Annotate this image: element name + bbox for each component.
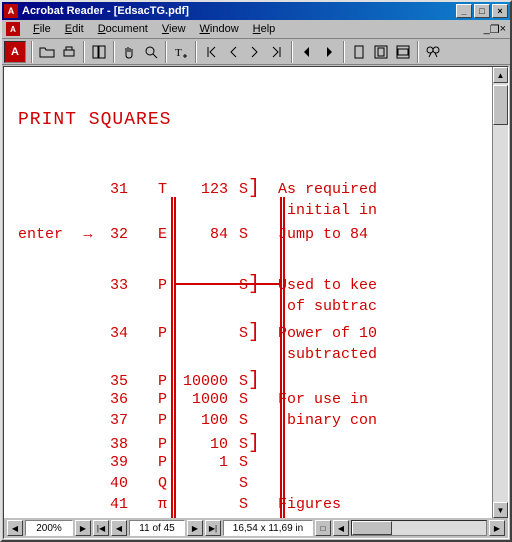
- first-page-button[interactable]: [200, 41, 222, 63]
- page-field[interactable]: 11 of 45: [129, 520, 185, 536]
- vertical-scrollbar[interactable]: ▲ ▼: [492, 67, 508, 518]
- code-row: 37P100S binary con: [18, 413, 484, 434]
- toolbar: A T: [2, 39, 510, 65]
- toolbar-sep: [291, 41, 293, 63]
- hscroll-thumb[interactable]: [352, 521, 392, 535]
- status-next-button[interactable]: ▶: [187, 520, 203, 536]
- menu-view[interactable]: View: [155, 22, 193, 36]
- go-forward-button[interactable]: [318, 41, 340, 63]
- toolbar-sep: [83, 41, 85, 63]
- menu-file[interactable]: File: [26, 22, 58, 36]
- code-row: subtracted: [18, 347, 484, 371]
- zoom-out-button[interactable]: ◀: [7, 520, 23, 536]
- code-row: 34PS]Power of 10: [18, 323, 484, 347]
- menu-window[interactable]: Window: [193, 22, 246, 36]
- scroll-thumb[interactable]: [493, 85, 508, 125]
- vertical-rule: [283, 197, 285, 518]
- pagesize-field: 16,54 x 11,69 in: [223, 520, 313, 536]
- status-prev-button[interactable]: ◀: [111, 520, 127, 536]
- code-row: [18, 251, 484, 275]
- menu-help[interactable]: Help: [246, 22, 283, 36]
- print-button[interactable]: [58, 41, 80, 63]
- code-row: 41πSFigures: [18, 497, 484, 518]
- open-button[interactable]: [36, 41, 58, 63]
- code-row: 39P1S: [18, 455, 484, 476]
- client-area: PRINT SQUARES 31T123S]As required initia…: [3, 66, 509, 539]
- scroll-down-button[interactable]: ▼: [493, 502, 508, 518]
- code-row: 33PS]Used to kee: [18, 275, 484, 299]
- hand-tool-button[interactable]: [118, 41, 140, 63]
- zoom-tool-button[interactable]: [140, 41, 162, 63]
- status-first-button[interactable]: |◀: [93, 520, 109, 536]
- menu-document[interactable]: Document: [91, 22, 155, 36]
- fit-width-button[interactable]: [392, 41, 414, 63]
- scroll-track[interactable]: [493, 83, 508, 502]
- zoom-in-button[interactable]: ▶: [75, 520, 91, 536]
- code-row: enter→32E84SJump to 84: [18, 227, 484, 251]
- hscroll-right-button[interactable]: ▶: [489, 520, 505, 536]
- vertical-rule: [174, 197, 176, 518]
- toolbar-sep: [113, 41, 115, 63]
- code-row: 31T123S]As required: [18, 179, 484, 203]
- toolbar-sep: [165, 41, 167, 63]
- svg-text:T: T: [175, 47, 182, 59]
- prev-page-button[interactable]: [222, 41, 244, 63]
- scroll-up-button[interactable]: ▲: [493, 67, 508, 83]
- pagesize-button[interactable]: □: [315, 520, 331, 536]
- mdi-close-button[interactable]: ×: [500, 23, 506, 36]
- maximize-button[interactable]: □: [474, 4, 490, 18]
- mdi-doc-icon[interactable]: A: [6, 22, 20, 36]
- document-page: PRINT SQUARES 31T123S]As required initia…: [4, 67, 492, 518]
- status-last-button[interactable]: ▶|: [205, 520, 221, 536]
- document-wrap: PRINT SQUARES 31T123S]As required initia…: [4, 67, 508, 518]
- code-row: 35P10000S]: [18, 371, 484, 392]
- window-title: Acrobat Reader - [EdsacTG.pdf]: [22, 5, 454, 17]
- menu-edit[interactable]: Edit: [58, 22, 91, 36]
- code-row: of subtrac: [18, 299, 484, 323]
- horizontal-rule: [174, 283, 281, 285]
- toolbar-sep: [195, 41, 197, 63]
- hscroll-left-button[interactable]: ◀: [333, 520, 349, 536]
- horizontal-scrollbar[interactable]: [351, 520, 487, 536]
- minimize-button[interactable]: _: [456, 4, 472, 18]
- toolbar-sep: [417, 41, 419, 63]
- actual-size-button[interactable]: [348, 41, 370, 63]
- vertical-rule: [171, 197, 173, 518]
- zoom-field[interactable]: 200%: [25, 520, 73, 536]
- code-row: 38P10S]: [18, 434, 484, 455]
- next-page-button[interactable]: [244, 41, 266, 63]
- showhide-button[interactable]: [88, 41, 110, 63]
- titlebar: A Acrobat Reader - [EdsacTG.pdf] _ □ ×: [2, 2, 510, 20]
- code-row: initial in: [18, 203, 484, 227]
- select-text-button[interactable]: T: [170, 41, 192, 63]
- last-page-button[interactable]: [266, 41, 288, 63]
- toolbar-sep: [31, 41, 33, 63]
- doc-heading: PRINT SQUARES: [18, 111, 484, 129]
- close-button[interactable]: ×: [492, 4, 508, 18]
- find-button[interactable]: [422, 41, 444, 63]
- menubar: A File Edit Document View Window Help _ …: [2, 20, 510, 39]
- fit-page-button[interactable]: [370, 41, 392, 63]
- adobe-icon[interactable]: A: [4, 41, 26, 63]
- mdi-restore-button[interactable]: ❐: [490, 23, 500, 36]
- app-icon: A: [4, 4, 18, 18]
- app-window: A Acrobat Reader - [EdsacTG.pdf] _ □ × A…: [0, 0, 512, 542]
- code-row: 40QS: [18, 476, 484, 497]
- go-back-button[interactable]: [296, 41, 318, 63]
- statusbar: ◀ 200% ▶ |◀ ◀ 11 of 45 ▶ ▶| 16,54 x 11,6…: [4, 518, 508, 538]
- vertical-rule: [280, 197, 282, 518]
- toolbar-sep: [343, 41, 345, 63]
- code-row: 36P1000SFor use in: [18, 392, 484, 413]
